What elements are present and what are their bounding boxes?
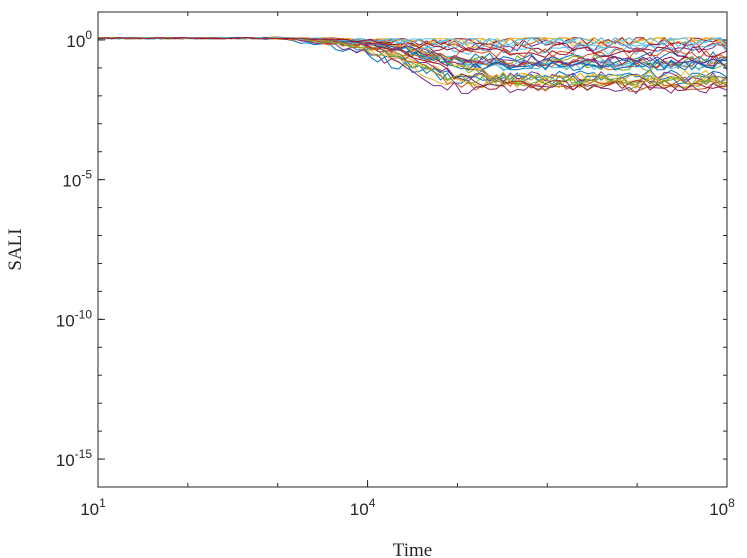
tick-layer: 101 104 108 100 10-5 10-10 10-15 bbox=[56, 11, 735, 519]
y-tick-label: 10-15 bbox=[56, 447, 93, 470]
y-tick-label: 10-10 bbox=[56, 307, 93, 330]
y-axis-label: SALI bbox=[5, 228, 26, 270]
x-tick-label: 108 bbox=[709, 496, 735, 519]
series-layer bbox=[97, 36, 728, 95]
x-axis-label: Time bbox=[393, 540, 432, 558]
y-tick-label: 100 bbox=[66, 28, 92, 51]
x-tick-label: 104 bbox=[350, 496, 376, 519]
series-line bbox=[97, 36, 728, 58]
y-tick-label: 10-5 bbox=[62, 168, 92, 191]
plot-frame bbox=[97, 11, 728, 488]
x-tick-label: 101 bbox=[80, 496, 106, 519]
